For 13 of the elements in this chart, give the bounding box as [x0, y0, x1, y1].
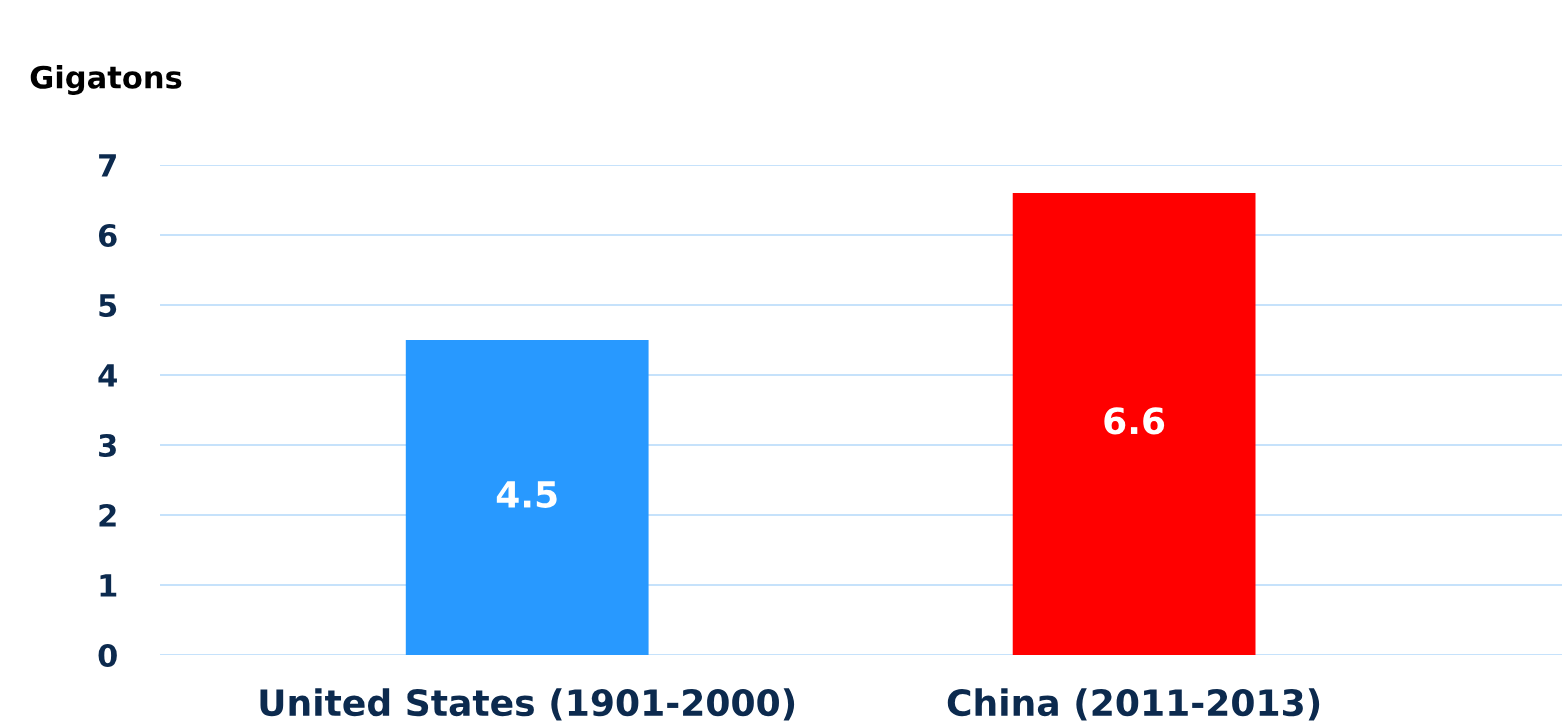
x-tick-label: China (2011-2013): [947, 688, 1320, 721]
data-label: 6.6: [1104, 407, 1165, 435]
y-tick-label: 5: [99, 294, 117, 318]
y-axis-title: Gigatons: [30, 65, 182, 95]
data-label: 4.5: [496, 481, 557, 508]
y-tick-label: 1: [100, 574, 117, 597]
y-tick-label: 0: [98, 643, 117, 668]
y-tick-label: 7: [99, 154, 116, 177]
y-tick-label: 6: [98, 223, 117, 248]
y-tick-label: 3: [99, 433, 116, 458]
y-tick-label: 4: [98, 364, 117, 387]
y-tick-label: 2: [99, 503, 116, 527]
x-tick-label: United States (1901-2000): [260, 688, 795, 721]
